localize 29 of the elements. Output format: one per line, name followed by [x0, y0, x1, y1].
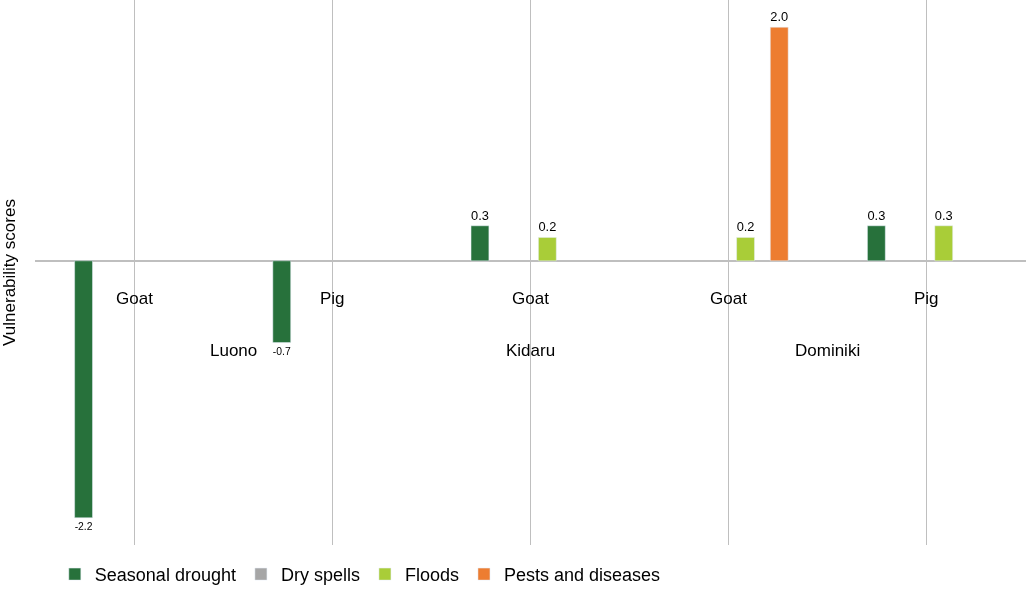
bar [934, 225, 953, 262]
x-tick-label: Pig [320, 289, 345, 308]
bar [736, 237, 755, 262]
legend-label: Pests and diseases [503, 565, 661, 586]
data-label: -0.7 [272, 345, 291, 357]
data-label: 2.0 [770, 9, 789, 25]
x-tick-label: Goat [710, 289, 748, 308]
data-label: 0.3 [471, 207, 489, 223]
bar [470, 225, 490, 262]
x-tick-label: Goat [512, 289, 550, 308]
data-label: 0.3 [867, 207, 886, 223]
legend-label: Dry spells [280, 565, 360, 586]
bar [867, 225, 886, 262]
annotation: Luono [210, 341, 258, 360]
legend-label: Seasonal drought [94, 565, 236, 586]
x-tick-label: Pig [914, 289, 939, 308]
bar [272, 260, 291, 343]
y-axis-title: Vulnerability scores [0, 199, 19, 346]
data-label: 0.3 [934, 207, 953, 223]
data-label: -2.2 [74, 520, 93, 532]
bar [74, 260, 93, 518]
legend-label: Floods [404, 565, 459, 586]
annotation: Kidaru [506, 341, 556, 360]
bar [770, 27, 789, 262]
data-label: 0.2 [736, 219, 755, 235]
x-tick-label: Goat [116, 289, 154, 308]
annotation: Dominiki [795, 341, 861, 360]
data-label: 0.2 [538, 219, 557, 235]
bar [538, 237, 557, 262]
